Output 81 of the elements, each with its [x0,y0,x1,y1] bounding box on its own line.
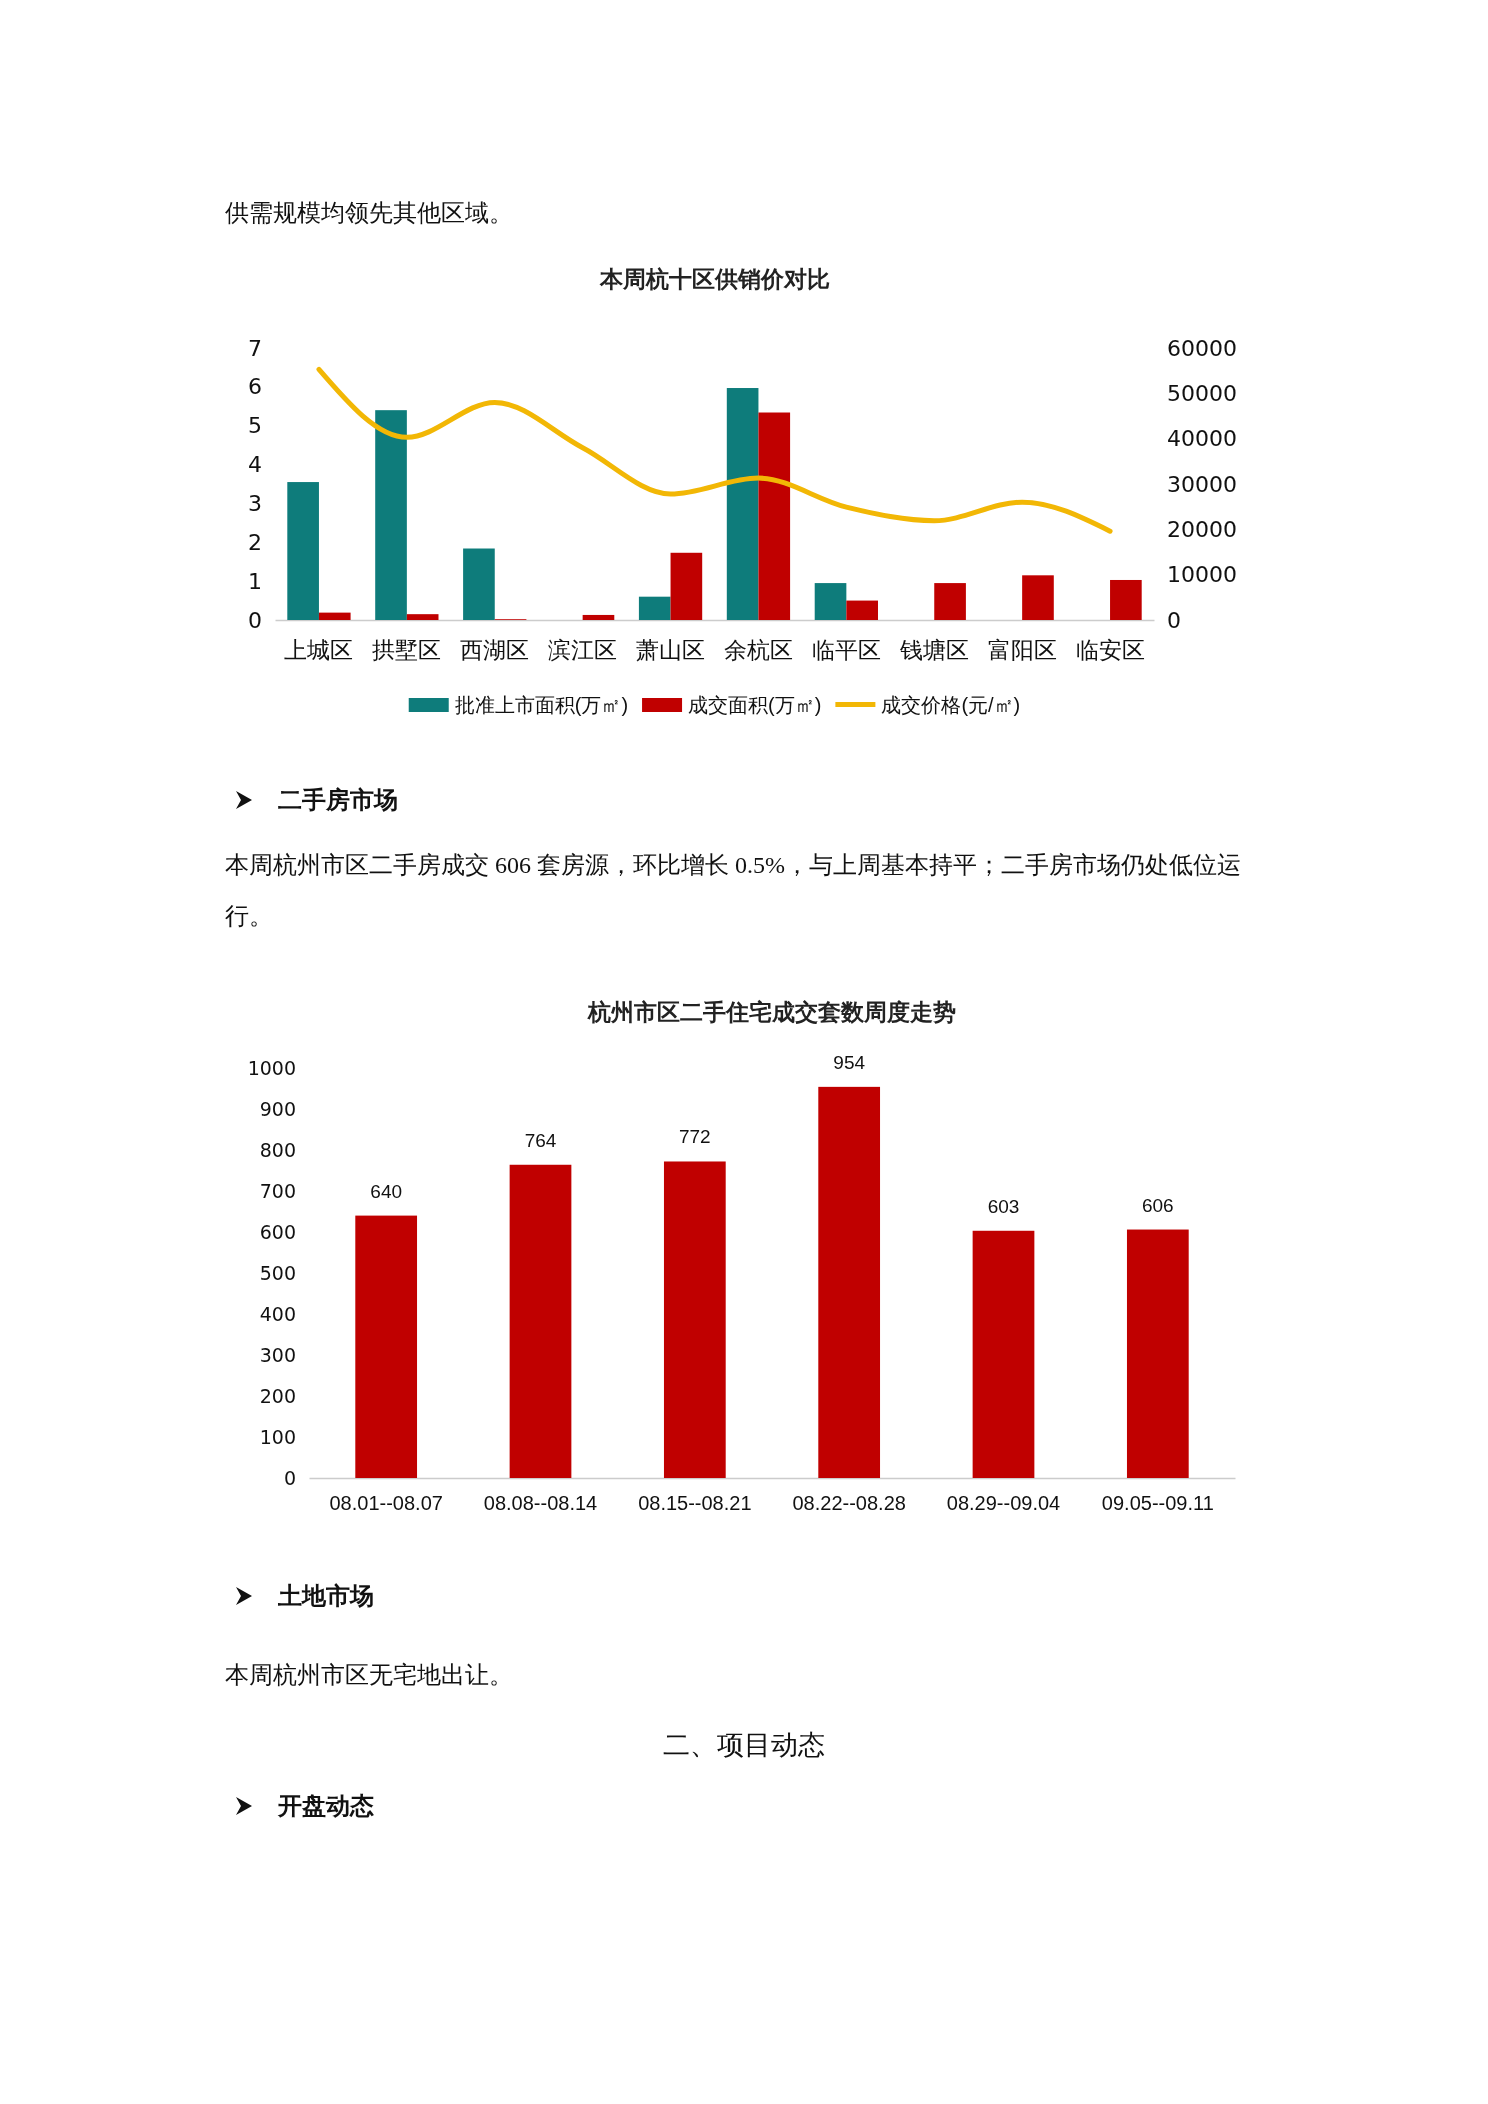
y-tick-label: 200 [259,1384,296,1407]
data-label: 603 [987,1195,1020,1217]
x-tick-label: 滨江区 [548,637,618,663]
y-tick-label: 0 [283,1466,296,1489]
x-tick-label: 富阳区 [987,637,1057,663]
y-tick-label: 100 [259,1425,296,1448]
x-tick-label: 拱墅区 [372,637,442,663]
y-tick-label: 300 [259,1343,296,1366]
x-tick-label: 余杭区 [723,637,793,663]
bar [670,552,703,620]
text: 土地市场 [278,1581,374,1611]
x-tick-label: 08.01--08.07 [329,1492,443,1514]
x-tick-label: 08.08--08.14 [483,1492,598,1514]
text: 二、项目动态 [662,1729,826,1762]
x-tick-label: 08.29--09.04 [946,1492,1061,1514]
x-tick-label: 临平区 [811,637,881,663]
bar [638,596,671,620]
bar [663,1161,726,1478]
text: 本周杭州市区二手房成交 606 套房源，环比增长 0.5%，与上周基本持平；二手房市场仍处低位运行。 [225,851,1242,931]
data-label: 772 [678,1126,711,1148]
y-tick-label: 7 [248,335,262,361]
data-label: 606 [1141,1194,1174,1216]
bar [287,482,319,620]
bar [355,1215,418,1478]
x-tick-label: 临安区 [1075,637,1145,663]
x-tick-label: 08.22--08.28 [792,1492,906,1514]
legend-label: 批准上市面积(万㎡) [454,694,629,716]
bar [726,388,759,620]
bar [375,410,407,620]
legend-label: 成交面积(万㎡) [688,694,822,716]
bar [818,1086,881,1478]
y-tick-label: 3 [248,490,262,516]
y-tick-label: 1 [248,568,262,594]
y-tick-label: 6 [248,374,262,400]
x-tick-label: 萧山区 [636,637,706,663]
y-tick-label: 1000 [247,1056,296,1079]
chart-title: 杭州市区二手住宅成交套数周度走势 [587,999,956,1025]
x-tick-label: 08.15--08.21 [638,1492,752,1514]
y-tick-label: 500 [259,1261,296,1284]
bar [406,614,439,620]
bar [934,583,966,620]
y-tick-label: 400 [259,1302,296,1325]
y-tick-label: 2 [248,529,262,555]
bar [582,614,615,620]
y2-tick-label: 40000 [1167,426,1237,452]
y-tick-label: 600 [259,1220,296,1243]
y-tick-label: 900 [259,1097,296,1120]
data-label: 954 [833,1051,866,1073]
text: 供需规模均领先其他区域。 [225,199,514,228]
x-tick-label: 上城区 [284,637,354,663]
y2-tick-label: 30000 [1167,471,1237,497]
x-tick-label: 09.05--09.11 [1101,1492,1214,1514]
bar [846,600,878,620]
text: 开盘动态 [278,1791,374,1821]
x-tick-label: 钱塘区 [898,637,969,663]
data-label: 640 [370,1180,403,1202]
y2-tick-label: 0 [1167,607,1181,633]
y2-tick-label: 10000 [1167,562,1237,588]
bar [1110,579,1142,620]
data-label: 764 [524,1129,557,1151]
y-tick-label: 800 [259,1138,296,1161]
bar [463,548,495,620]
y-tick-label: 5 [248,413,262,439]
bar [814,583,847,620]
bar [972,1230,1035,1478]
y-tick-label: 4 [248,452,262,478]
text: 本周杭州市区无宅地出让。 [225,1661,514,1690]
y2-tick-label: 50000 [1167,380,1237,406]
bar [1022,575,1054,620]
x-tick-label: 西湖区 [460,637,530,663]
y2-tick-label: 60000 [1167,335,1237,361]
y2-tick-label: 20000 [1167,516,1237,542]
bar [318,612,351,620]
bar [758,412,791,620]
text: 二手房市场 [278,785,398,815]
y-tick-label: 700 [259,1179,296,1202]
chart-title: 本周杭十区供销价对比 [598,266,830,292]
bar [509,1164,572,1478]
legend-label: 成交价格(元/㎡) [881,694,1021,716]
y-tick-label: 0 [248,607,262,633]
bar [1126,1229,1189,1478]
